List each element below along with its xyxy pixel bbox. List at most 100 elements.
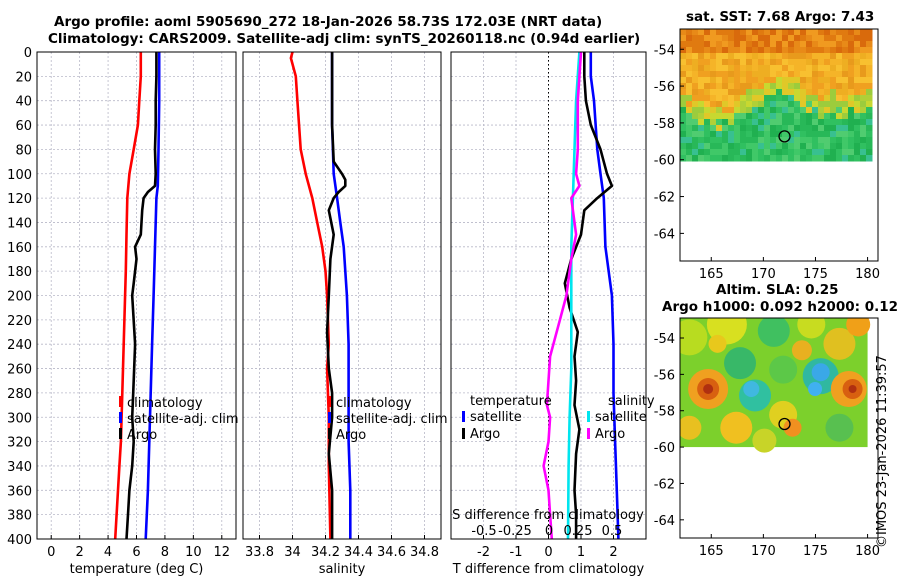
sla-map-xtick-label: 175	[803, 544, 828, 559]
panel-3-series-salinity-satellite	[566, 51, 581, 540]
sla-map-anomaly	[724, 347, 757, 380]
sst-map-pixel	[842, 137, 849, 144]
sst-map-pixel	[770, 89, 777, 96]
sla-map-anomaly	[769, 355, 798, 384]
sst-map-pixel	[830, 77, 837, 84]
sst-map-pixel	[740, 137, 747, 144]
sla-map-anomaly	[680, 319, 708, 356]
sst-map-pixel	[764, 89, 771, 96]
sst-map-pixel	[692, 95, 699, 102]
sst-map-pixel	[740, 59, 747, 66]
sst-map-pixel	[746, 71, 753, 78]
sst-map-pixel	[716, 107, 723, 114]
sst-map-pixel	[758, 149, 765, 156]
sst-map-title: sat. SST: 7.68 Argo: 7.43	[686, 9, 875, 25]
sst-map-pixel	[764, 83, 771, 90]
panel-1-ytick-label: 300	[7, 411, 32, 426]
sst-map-pixel	[758, 29, 765, 36]
sst-map-xtick-label: 175	[803, 267, 828, 282]
sst-map-pixel	[698, 113, 705, 120]
sst-map-pixel	[818, 77, 825, 84]
sst-map-pixel	[860, 47, 867, 54]
sst-map-pixel	[680, 29, 687, 36]
panel-3-top-tick-label: -0.5	[471, 524, 496, 539]
sst-map-pixel	[710, 125, 717, 132]
sla-map-title-1: Altim. SLA: 0.25	[716, 282, 839, 298]
sst-map-pixel	[848, 71, 855, 78]
sst-map-pixel	[686, 59, 693, 66]
sst-map-pixel	[794, 125, 801, 132]
panel-1-legend-swatch	[119, 412, 122, 423]
sst-map-pixel	[770, 59, 777, 66]
sst-map-pixel	[836, 35, 843, 42]
sst-map-pixel	[800, 131, 807, 138]
sst-map-pixel	[722, 29, 729, 36]
sst-map-pixel	[854, 41, 861, 48]
sst-map-pixel	[836, 131, 843, 138]
sst-map-pixel	[830, 101, 837, 108]
sst-map-pixel	[680, 101, 687, 108]
sst-map-pixel	[722, 113, 729, 120]
sst-map-pixel	[794, 101, 801, 108]
panel-2-legend-swatch	[328, 396, 331, 407]
sst-map-pixel	[686, 47, 693, 54]
sst-map-pixel	[752, 89, 759, 96]
sst-map-pixel	[710, 155, 717, 162]
sst-map-pixel	[728, 137, 735, 144]
sst-map-pixel	[740, 53, 747, 60]
sst-map-pixel	[698, 59, 705, 66]
sst-map-xtick-label: 170	[751, 267, 776, 282]
sst-map-pixel	[758, 119, 765, 126]
sst-map-pixel	[818, 71, 825, 78]
panel-3-top-tick-label: 0.5	[602, 524, 623, 539]
sst-map-pixel	[752, 125, 759, 132]
sst-map-pixel	[836, 65, 843, 72]
sst-map-pixel	[842, 59, 849, 66]
panel-3-legend-swatch	[462, 428, 465, 439]
sst-map-pixel	[812, 47, 819, 54]
sst-map-pixel	[848, 95, 855, 102]
sst-map-pixel	[866, 149, 873, 156]
sst-map-pixel	[752, 131, 759, 138]
sst-map-pixel	[854, 107, 861, 114]
sst-map-pixel	[740, 107, 747, 114]
sst-map-pixel	[866, 143, 873, 150]
panel-1-ytick-label: 120	[7, 192, 32, 207]
sst-map-pixel	[782, 119, 789, 126]
sst-map-pixel	[686, 65, 693, 72]
sst-map-pixel	[848, 65, 855, 72]
panel-3-legend-label: satellite	[595, 410, 647, 425]
sst-map-pixel	[806, 47, 813, 54]
sst-map-pixel	[800, 83, 807, 90]
sst-map-pixel	[848, 113, 855, 120]
sst-map-pixel	[842, 131, 849, 138]
sst-map-pixel	[782, 83, 789, 90]
sst-map-pixel	[734, 155, 741, 162]
sst-map-pixel	[740, 143, 747, 150]
sst-map-pixel	[830, 83, 837, 90]
sst-map-pixel	[824, 101, 831, 108]
sst-map-pixel	[692, 137, 699, 144]
sst-map-pixel	[794, 59, 801, 66]
sst-map-pixel	[704, 89, 711, 96]
sst-map-pixel	[854, 131, 861, 138]
sst-map-pixel	[848, 119, 855, 126]
sst-map-pixel	[854, 47, 861, 54]
sla-map-field	[680, 318, 871, 453]
sst-map-pixel	[800, 113, 807, 120]
sst-map-argo-marker	[778, 130, 791, 143]
sst-map-pixel	[710, 77, 717, 84]
sst-map-pixel	[752, 149, 759, 156]
sst-map-pixel	[806, 155, 813, 162]
panel-1-ytick-label: 100	[7, 168, 32, 183]
panel-1-ytick-label: 400	[7, 533, 32, 548]
sst-map-pixel	[860, 137, 867, 144]
sst-map-pixel	[842, 155, 849, 162]
sst-map-pixel	[848, 77, 855, 84]
sst-map-pixel	[734, 125, 741, 132]
sst-map-pixel	[818, 137, 825, 144]
panel-3-top-tick-label: -0.25	[498, 524, 532, 539]
sst-map-pixel	[842, 29, 849, 36]
sst-map-pixel	[812, 83, 819, 90]
sst-map-pixel	[848, 59, 855, 66]
